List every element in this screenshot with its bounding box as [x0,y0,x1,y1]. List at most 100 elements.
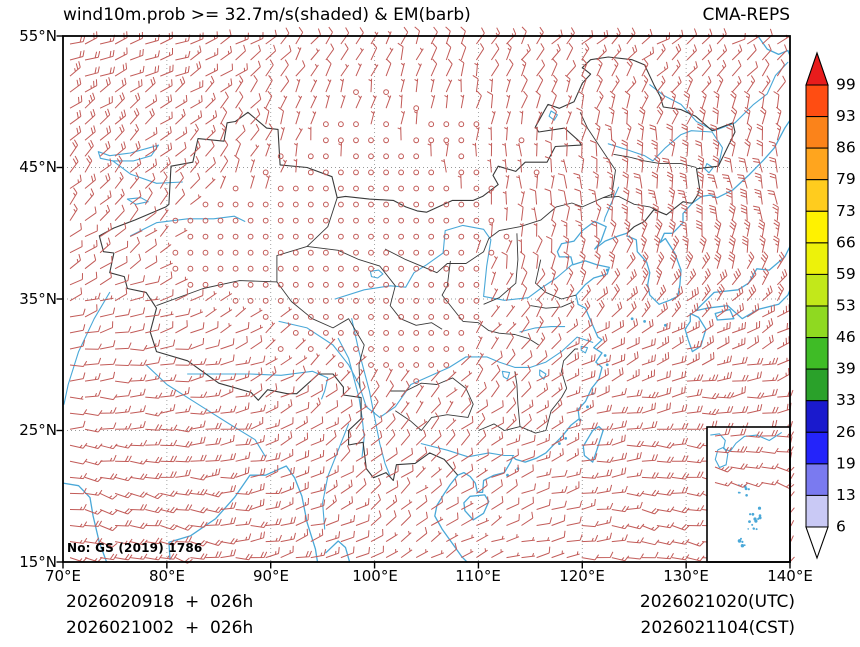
wind-barb [626,76,637,93]
wind-barb [235,451,251,462]
wind-barb [130,65,145,77]
wind-barb [190,45,202,61]
wind-barb [566,500,583,510]
wind-barb [160,271,173,286]
wind-barb [385,30,392,45]
wind-barb [521,511,534,526]
wind-barb [581,499,596,510]
wind-barb [205,339,221,350]
wind-barb [536,284,547,302]
calm-circle [262,217,269,224]
calm-circle [292,297,299,304]
calm-circle [292,330,299,336]
wind-barb [475,352,484,366]
wind-barb [175,141,187,157]
colorbar-tick-label: 39 [836,360,856,378]
calm-circle [353,346,359,352]
wind-barb [400,464,414,478]
wind-barb [220,139,229,157]
wind-barb [310,63,319,77]
calm-circle [262,201,269,208]
calm-circle [503,233,510,240]
river [420,443,515,458]
wind-barb [370,111,375,125]
calm-circle [413,169,420,176]
inset-island-dot [745,494,748,497]
inset-island-dot [747,488,750,491]
wind-barb [145,50,160,61]
calm-circle [277,281,284,288]
calm-circle [428,314,435,320]
wind-barb [506,58,514,77]
wind-barb [506,479,518,494]
wind-barb [621,155,629,173]
wind-barb [686,340,703,350]
wind-barb [681,139,689,157]
calm-circle [458,330,465,336]
wind-barb [551,300,561,318]
wind-barb [656,91,666,109]
wind-barb [69,472,88,480]
wind-barb [235,75,244,93]
inset-wind-barb [730,482,748,488]
wind-barb [626,440,644,448]
wind-barb [536,74,544,93]
wind-barb [731,286,744,302]
wind-barb [581,74,587,93]
wind-barb [220,517,237,526]
wind-barb [666,171,674,189]
wind-barb [235,422,253,430]
wind-barb [250,324,264,334]
wind-barb [84,271,98,286]
calm-circle [413,362,420,368]
wind-barb [265,401,279,414]
wind-barb [490,255,498,269]
wind-barb [611,467,627,478]
wind-barb [265,419,281,430]
wind-barb [415,63,422,77]
calm-circle [353,153,359,160]
wind-barb [656,321,671,334]
wind-barb [145,296,159,302]
wind-barb [641,354,656,366]
wind-barb [400,401,410,414]
wind-barb [430,429,442,446]
wind-barb [99,141,111,157]
wind-barb [265,366,277,382]
y-tick-label: 35°N [19,290,57,308]
wind-barb [588,188,598,205]
calm-circle [172,265,179,272]
wind-barb [220,423,238,430]
wind-barb [581,300,591,318]
calm-circle [458,281,465,288]
wind-barb [746,284,757,302]
wind-barb [594,251,601,269]
wind-barb [551,485,568,494]
wind-barb [235,107,243,125]
wind-barb [385,480,399,494]
wind-barb [611,434,626,446]
wind-barb [730,90,737,109]
wind-barb [701,284,711,302]
wind-barb [551,415,564,430]
wind-barb [521,483,536,494]
wind-barb [670,90,676,109]
wind-barb [130,504,148,511]
colorbar-tick-label: 93 [836,107,856,125]
colorbar-over-arrow [805,51,829,86]
wind-barb [160,94,173,109]
wind-barb [325,58,332,77]
wind-barb [145,472,163,480]
wind-barb [611,284,620,302]
wind-barb [686,44,697,61]
wind-barb [415,494,428,510]
wind-barb [490,271,497,285]
inset-wind-barb [761,479,779,486]
wind-barb [756,123,763,141]
wind-barb [626,286,638,302]
wind-barb [656,352,670,366]
calm-circle [458,249,465,256]
wind-barb [744,138,751,157]
calm-circle [488,217,495,224]
province-border [307,245,443,330]
